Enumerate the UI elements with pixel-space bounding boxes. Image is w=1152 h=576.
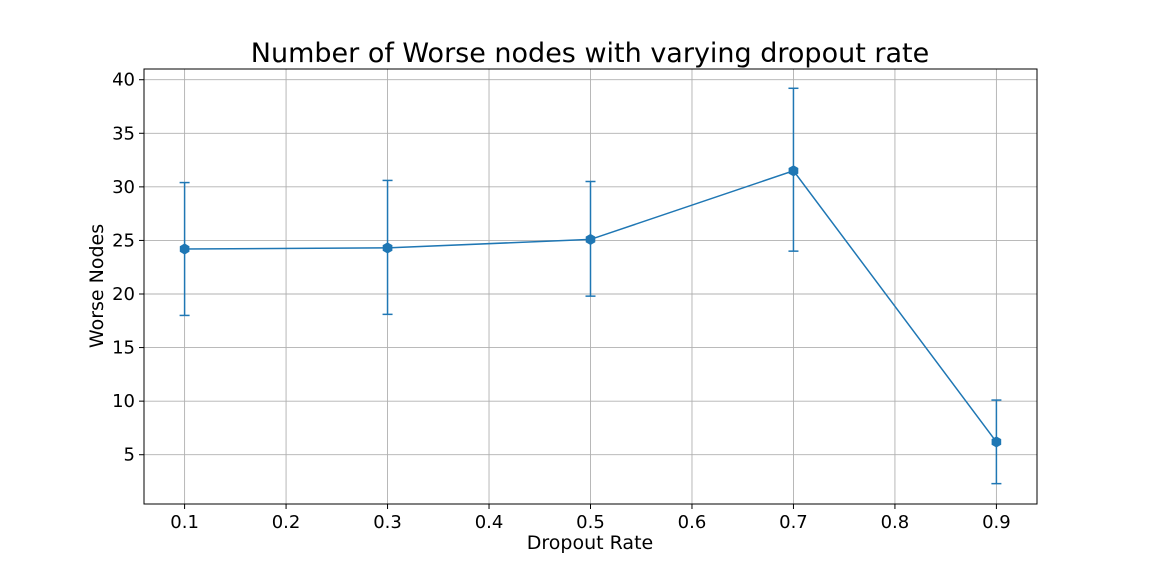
x-tick-label: 0.6 bbox=[678, 512, 707, 533]
x-tick-label: 0.5 bbox=[576, 512, 605, 533]
x-tick-label: 0.8 bbox=[881, 512, 910, 533]
y-tick-label: 20 bbox=[112, 284, 135, 305]
x-tick-label: 0.7 bbox=[779, 512, 808, 533]
data-point bbox=[179, 243, 190, 255]
y-tick-label: 40 bbox=[112, 70, 135, 91]
y-axis: 5 10 15 20 25 30 35 40 bbox=[112, 70, 144, 466]
y-tick-label: 25 bbox=[112, 230, 135, 251]
series-layer bbox=[179, 87, 1002, 485]
data-point bbox=[788, 165, 799, 177]
y-tick-label: 5 bbox=[124, 445, 135, 466]
x-axis: 0.1 0.2 0.3 0.4 0.5 0.6 0.7 0.8 0.9 bbox=[170, 504, 1011, 533]
x-tick-label: 0.3 bbox=[373, 512, 402, 533]
data-point bbox=[585, 233, 596, 245]
y-axis-label: Worse Nodes bbox=[86, 224, 108, 348]
chart-title: Number of Worse nodes with varying dropo… bbox=[251, 38, 929, 69]
y-tick-label: 15 bbox=[112, 338, 135, 359]
y-tick-label: 10 bbox=[112, 391, 135, 412]
y-tick-label: 35 bbox=[112, 123, 135, 144]
x-tick-label: 0.4 bbox=[475, 512, 504, 533]
y-tick-label: 30 bbox=[112, 177, 135, 198]
x-axis-label: Dropout Rate bbox=[527, 532, 653, 554]
x-tick-label: 0.2 bbox=[272, 512, 301, 533]
x-tick-label: 0.9 bbox=[982, 512, 1011, 533]
x-tick-label: 0.1 bbox=[170, 512, 199, 533]
data-point bbox=[991, 436, 1002, 448]
data-point bbox=[382, 242, 393, 254]
